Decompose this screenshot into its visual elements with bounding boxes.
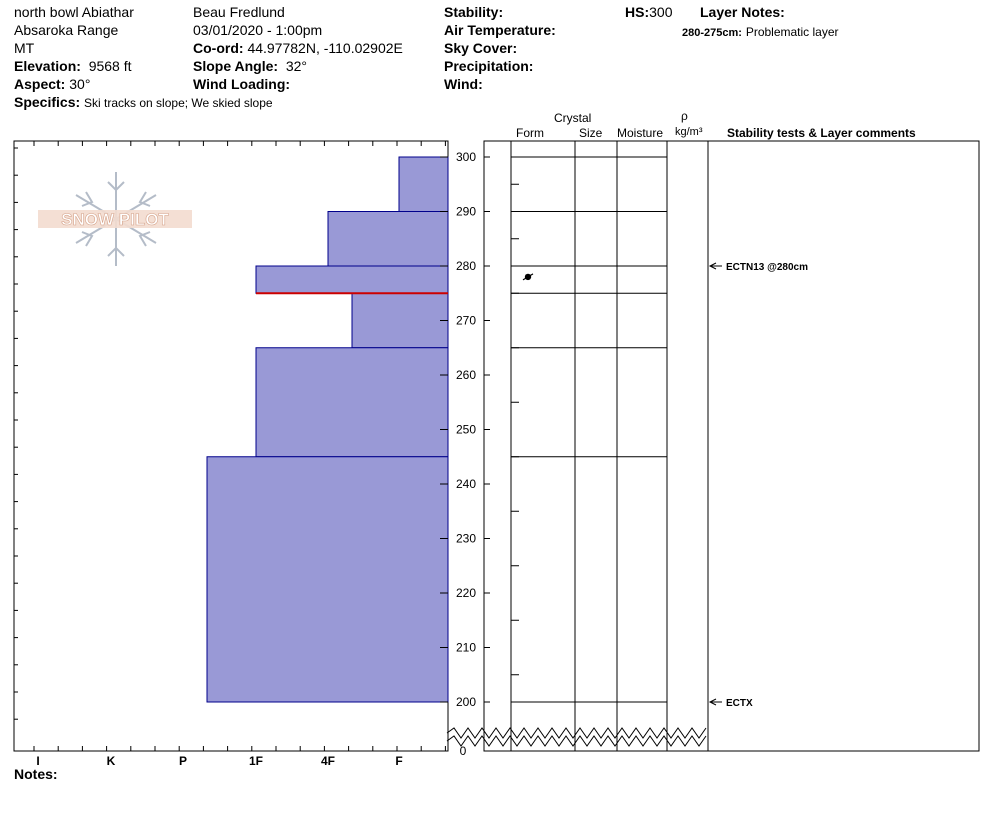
- y-tick-label-220: 220: [456, 586, 476, 600]
- logo-band: [38, 210, 192, 228]
- y-tick-label-230: 230: [456, 532, 476, 546]
- observation-datetime: 03/01/2020 - 1:00pm: [193, 22, 323, 38]
- crust-stroke: [522, 273, 534, 281]
- density-unit-header: kg/m³: [675, 126, 703, 138]
- comments-header: Stability tests & Layer comments: [727, 126, 916, 140]
- arrow-head-icon: [708, 698, 717, 706]
- slope-field: Slope Angle: 32°: [193, 57, 307, 75]
- specifics-value: Ski tracks on slope; We skied slope: [84, 96, 273, 110]
- logo-text: SNOW PILOT: [61, 210, 169, 229]
- aspect-field: Aspect: 30°: [14, 75, 90, 93]
- test-label: ECTX: [726, 698, 753, 709]
- hs-value: 300: [649, 4, 673, 20]
- y-tick-label-260: 260: [456, 368, 476, 382]
- test-label: ECTN13 @280cm: [726, 262, 808, 273]
- y-tick-label-270: 270: [456, 314, 476, 328]
- hardness-layer-5: [255, 347, 449, 458]
- state-name: MT: [14, 40, 35, 56]
- crystal-column-dividers: [510, 141, 668, 751]
- layer-note: 280-275cm: Problematic layer: [682, 22, 839, 42]
- stability-label: Stability:: [444, 4, 504, 20]
- rho-header: ρ: [681, 109, 688, 123]
- slope-value: 32°: [285, 58, 307, 74]
- crystal-layer-rows: [511, 156, 667, 703]
- y-tick-label-290: 290: [456, 205, 476, 219]
- x-tick-label-k: K: [107, 754, 116, 768]
- hardness-layer-6: [206, 456, 449, 703]
- location-name: north bowl Abiathar: [14, 4, 134, 20]
- y-tick-label-280: 280: [456, 259, 476, 273]
- hardness-layer-1: [398, 156, 449, 212]
- x-tick-label-i: I: [36, 754, 39, 768]
- axis-break-line-2: [446, 735, 707, 747]
- y-tick-labels: 300 290 280 270 260 250 240 230 220 210 200 0: [456, 150, 476, 758]
- hs-field: HS:300: [625, 3, 672, 21]
- coord-field: Co-ord: 44.97782N, -110.02902E: [193, 39, 403, 57]
- wind-label: Wind:: [444, 76, 483, 92]
- stability-test-2: ECTX: [708, 698, 753, 709]
- aspect-value: 30°: [69, 76, 91, 92]
- axis-break-line-1: [446, 727, 707, 739]
- notes-label: Notes:: [14, 766, 58, 782]
- layer-note-text: Problematic layer: [745, 25, 839, 39]
- y-tick-label-250: 250: [456, 423, 476, 437]
- crystal-panel-frame: [483, 140, 709, 752]
- x-tick-label-4f: 4F: [321, 754, 335, 768]
- y-tick-label-240: 240: [456, 477, 476, 491]
- range-name: Absaroka Range: [14, 22, 119, 38]
- y-tick-label-0: 0: [460, 744, 467, 758]
- layer-note-range: 280-275cm:: [682, 27, 742, 39]
- specifics-field: Specifics: Ski tracks on slope; We skied…: [14, 93, 273, 112]
- elevation-field: Elevation: 9568 ft: [14, 57, 132, 75]
- wind-loading-label: Wind Loading:: [193, 76, 291, 92]
- x-tick-label-1f: 1F: [249, 754, 263, 768]
- aspect-label: Aspect:: [14, 76, 66, 92]
- stability-tests: ECTN13 @280cm ECTX: [708, 262, 808, 709]
- y-tick-label-300: 300: [456, 150, 476, 164]
- crystal-header: Crystal: [554, 111, 592, 125]
- melt-freeze-crust-icon: [522, 273, 534, 281]
- x-tick-labels: I K P 1F 4F F: [36, 754, 402, 768]
- hardness-layer-2: [327, 211, 449, 267]
- coord-label: Co-ord:: [193, 40, 244, 56]
- moisture-header: Moisture: [617, 126, 664, 140]
- axis-break: [446, 727, 707, 747]
- size-header: Size: [579, 126, 603, 140]
- air-temp-label: Air Temperature:: [444, 22, 556, 38]
- grain-form-marks: [522, 273, 534, 281]
- layer-notes-label: Layer Notes:: [700, 4, 785, 20]
- crystal-ticks: [440, 156, 519, 703]
- y-tick-label-200: 200: [456, 695, 476, 709]
- hardness-layer-4: [351, 292, 449, 349]
- coord-value: 44.97782N, -110.02902E: [247, 40, 403, 56]
- observer-name: Beau Fredlund: [193, 4, 285, 20]
- x-tick-label-f: F: [395, 754, 402, 768]
- elevation-label: Elevation:: [14, 58, 81, 74]
- precipitation-label: Precipitation:: [444, 58, 534, 74]
- comments-panel-frame: [707, 140, 980, 752]
- hs-label: HS:: [625, 4, 650, 20]
- x-tick-label-p: P: [179, 754, 187, 768]
- hardness-layers: [206, 156, 449, 703]
- specifics-label: Specifics:: [14, 94, 81, 110]
- arrow-head-icon: [708, 262, 717, 270]
- y-tick-label-210: 210: [456, 641, 476, 655]
- form-header: Form: [516, 126, 544, 140]
- hardness-ticks: [14, 141, 446, 751]
- sky-cover-label: Sky Cover:: [444, 40, 518, 56]
- snowpilot-logo: SNOW PILOT: [38, 172, 192, 266]
- hardness-layer-3: [255, 265, 449, 294]
- elevation-value: 9568 ft: [88, 58, 132, 74]
- slope-label: Slope Angle:: [193, 58, 279, 74]
- stability-test-1: ECTN13 @280cm: [708, 262, 808, 273]
